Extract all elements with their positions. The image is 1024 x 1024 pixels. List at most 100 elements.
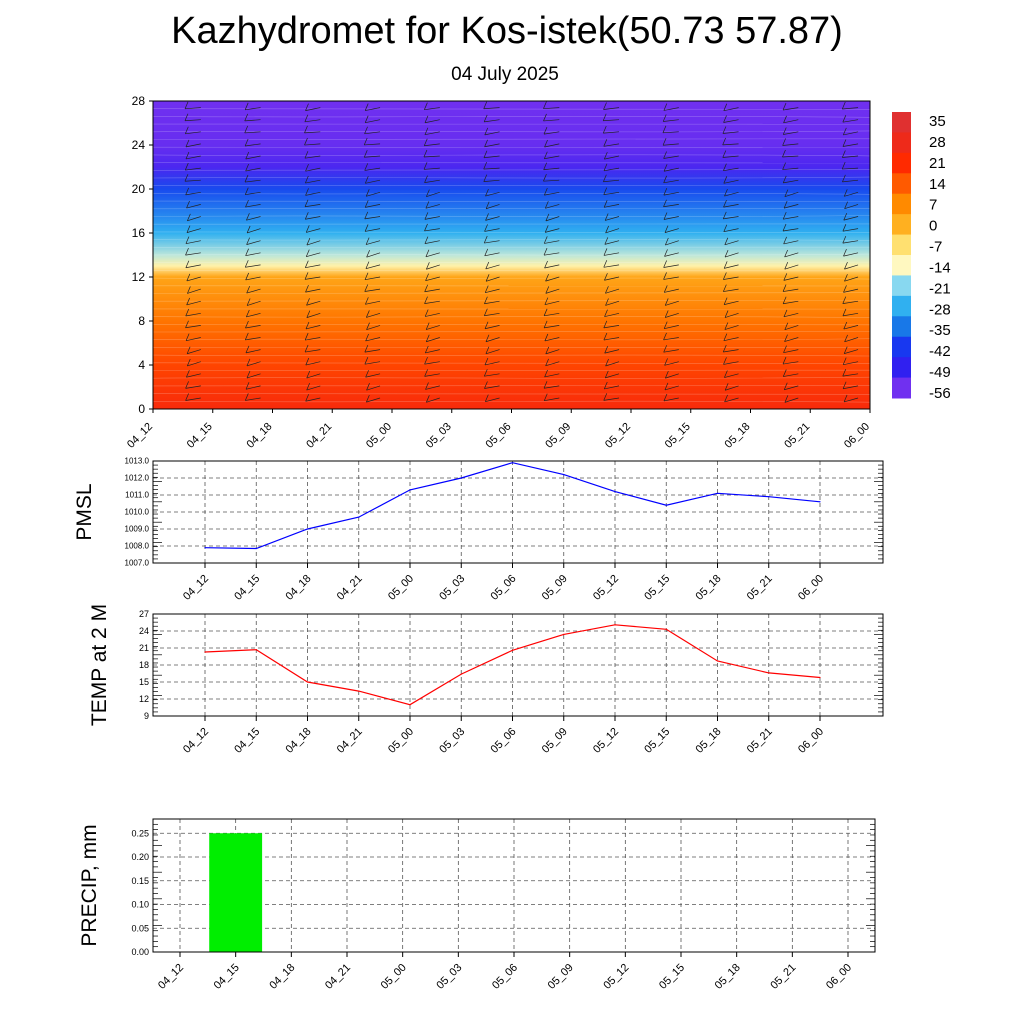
y-tick-label: 0.05 — [131, 923, 149, 933]
wind-barb-flag — [663, 151, 667, 159]
wind-barb-flag — [783, 200, 788, 209]
wind-barb-flag — [426, 262, 430, 270]
wind-barb — [723, 204, 739, 208]
wind-barb — [665, 312, 679, 318]
x-tick-label: 05_03 — [424, 421, 454, 451]
wind-barb — [305, 288, 321, 293]
colorbar-swatch — [892, 193, 911, 215]
wind-barb-flag — [604, 273, 608, 281]
wind-barb-flag — [485, 274, 490, 282]
wind-barb-flag — [723, 357, 727, 365]
wind-barb — [485, 276, 500, 282]
x-tick-label: 05_12 — [601, 962, 631, 992]
wind-barb-flag — [184, 162, 189, 171]
wind-barb — [185, 252, 201, 256]
wind-barb-flag — [187, 213, 191, 221]
data-point — [255, 547, 257, 550]
wind-barb — [247, 228, 261, 234]
wind-barb-flag — [306, 382, 310, 391]
wind-barb — [484, 119, 500, 123]
wind-barb — [305, 191, 321, 196]
colorbar-label: -42 — [929, 343, 951, 360]
wind-barb-flag — [485, 346, 490, 354]
wind-barb-flag — [603, 174, 607, 182]
wind-barb-flag — [364, 115, 369, 123]
wind-barb — [305, 325, 321, 330]
wind-barb — [663, 107, 679, 111]
wind-barb-flag — [304, 114, 309, 122]
wind-barb — [245, 155, 261, 160]
wind-barb-flag — [424, 102, 428, 110]
wind-barb-flag — [603, 332, 608, 341]
wind-barb — [723, 337, 739, 342]
wind-barb — [724, 300, 739, 305]
x-tick-label: 05_06 — [489, 726, 519, 756]
wind-barb-flag — [305, 321, 310, 330]
wind-barb — [664, 252, 679, 257]
x-tick-label: 05_09 — [543, 421, 573, 451]
wind-barb — [782, 361, 799, 365]
wind-barb-flag — [663, 321, 668, 329]
wind-barb-flag — [663, 103, 668, 111]
wind-barb — [187, 349, 201, 355]
wind-barb-flag — [424, 309, 429, 317]
wind-barb — [605, 300, 620, 306]
wind-barb-flag — [186, 370, 190, 378]
wind-barb-flag — [723, 272, 727, 280]
wind-barb-flag — [244, 332, 249, 341]
wind-barb-flag — [605, 225, 609, 234]
wind-barb-flag — [723, 176, 728, 184]
contour-line — [152, 338, 871, 341]
wind-barb-flag — [185, 381, 189, 389]
y-tick-label: 1007.0 — [125, 559, 150, 568]
wind-barb-flag — [365, 370, 369, 378]
wind-barb — [246, 361, 261, 367]
wind-barb-flag — [603, 102, 607, 110]
wind-barb — [184, 179, 201, 182]
data-point — [306, 681, 309, 683]
wind-barb-flag — [305, 188, 309, 196]
wind-barb-flag — [843, 212, 848, 221]
wind-barb-flag — [662, 138, 667, 146]
colorbar-label: -49 — [929, 364, 951, 381]
wind-barb — [245, 204, 261, 208]
wind-barb — [246, 240, 261, 245]
wind-barb — [305, 361, 321, 366]
wind-barb-flag — [365, 189, 370, 197]
wind-barb-flag — [483, 369, 488, 377]
wind-barb-flag — [842, 381, 847, 389]
wind-barb — [186, 228, 201, 233]
wind-barb-flag — [722, 126, 727, 134]
wind-barb — [245, 167, 261, 172]
wind-barb — [784, 191, 799, 197]
wind-barb — [724, 191, 739, 197]
wind-barb-flag — [841, 161, 846, 170]
wind-barb — [425, 349, 440, 354]
wind-barb-flag — [185, 393, 189, 401]
wind-barb — [485, 216, 500, 221]
wind-barb-flag — [782, 162, 786, 170]
wind-barb — [245, 349, 261, 354]
y-tick-label: 1013.0 — [125, 457, 150, 466]
wind-barb-flag — [603, 151, 608, 160]
wind-barb-flag — [186, 273, 191, 282]
wind-barb-flag — [543, 308, 548, 316]
x-tick-label: 05_06 — [484, 421, 514, 451]
wind-barb-flag — [423, 138, 428, 146]
wind-barb-flag — [665, 237, 669, 246]
wind-barb — [603, 179, 620, 183]
wind-barb — [364, 143, 381, 146]
wind-barb — [543, 179, 560, 182]
x-tick-label: 04_21 — [304, 421, 334, 451]
wind-barb-flag — [723, 115, 727, 123]
y-tick-label: 4 — [138, 358, 145, 372]
wind-barb — [783, 373, 799, 377]
x-tick-label: 05_21 — [745, 573, 775, 603]
y-tick-label: 1011.0 — [125, 491, 149, 500]
y-tick-label: 0.25 — [131, 828, 149, 838]
wind-barb-flag — [423, 149, 428, 158]
x-tick-label: 05_15 — [657, 962, 687, 992]
x-tick-label: 05_18 — [694, 726, 724, 756]
wind-barb — [545, 288, 560, 294]
wind-barb — [723, 179, 739, 184]
